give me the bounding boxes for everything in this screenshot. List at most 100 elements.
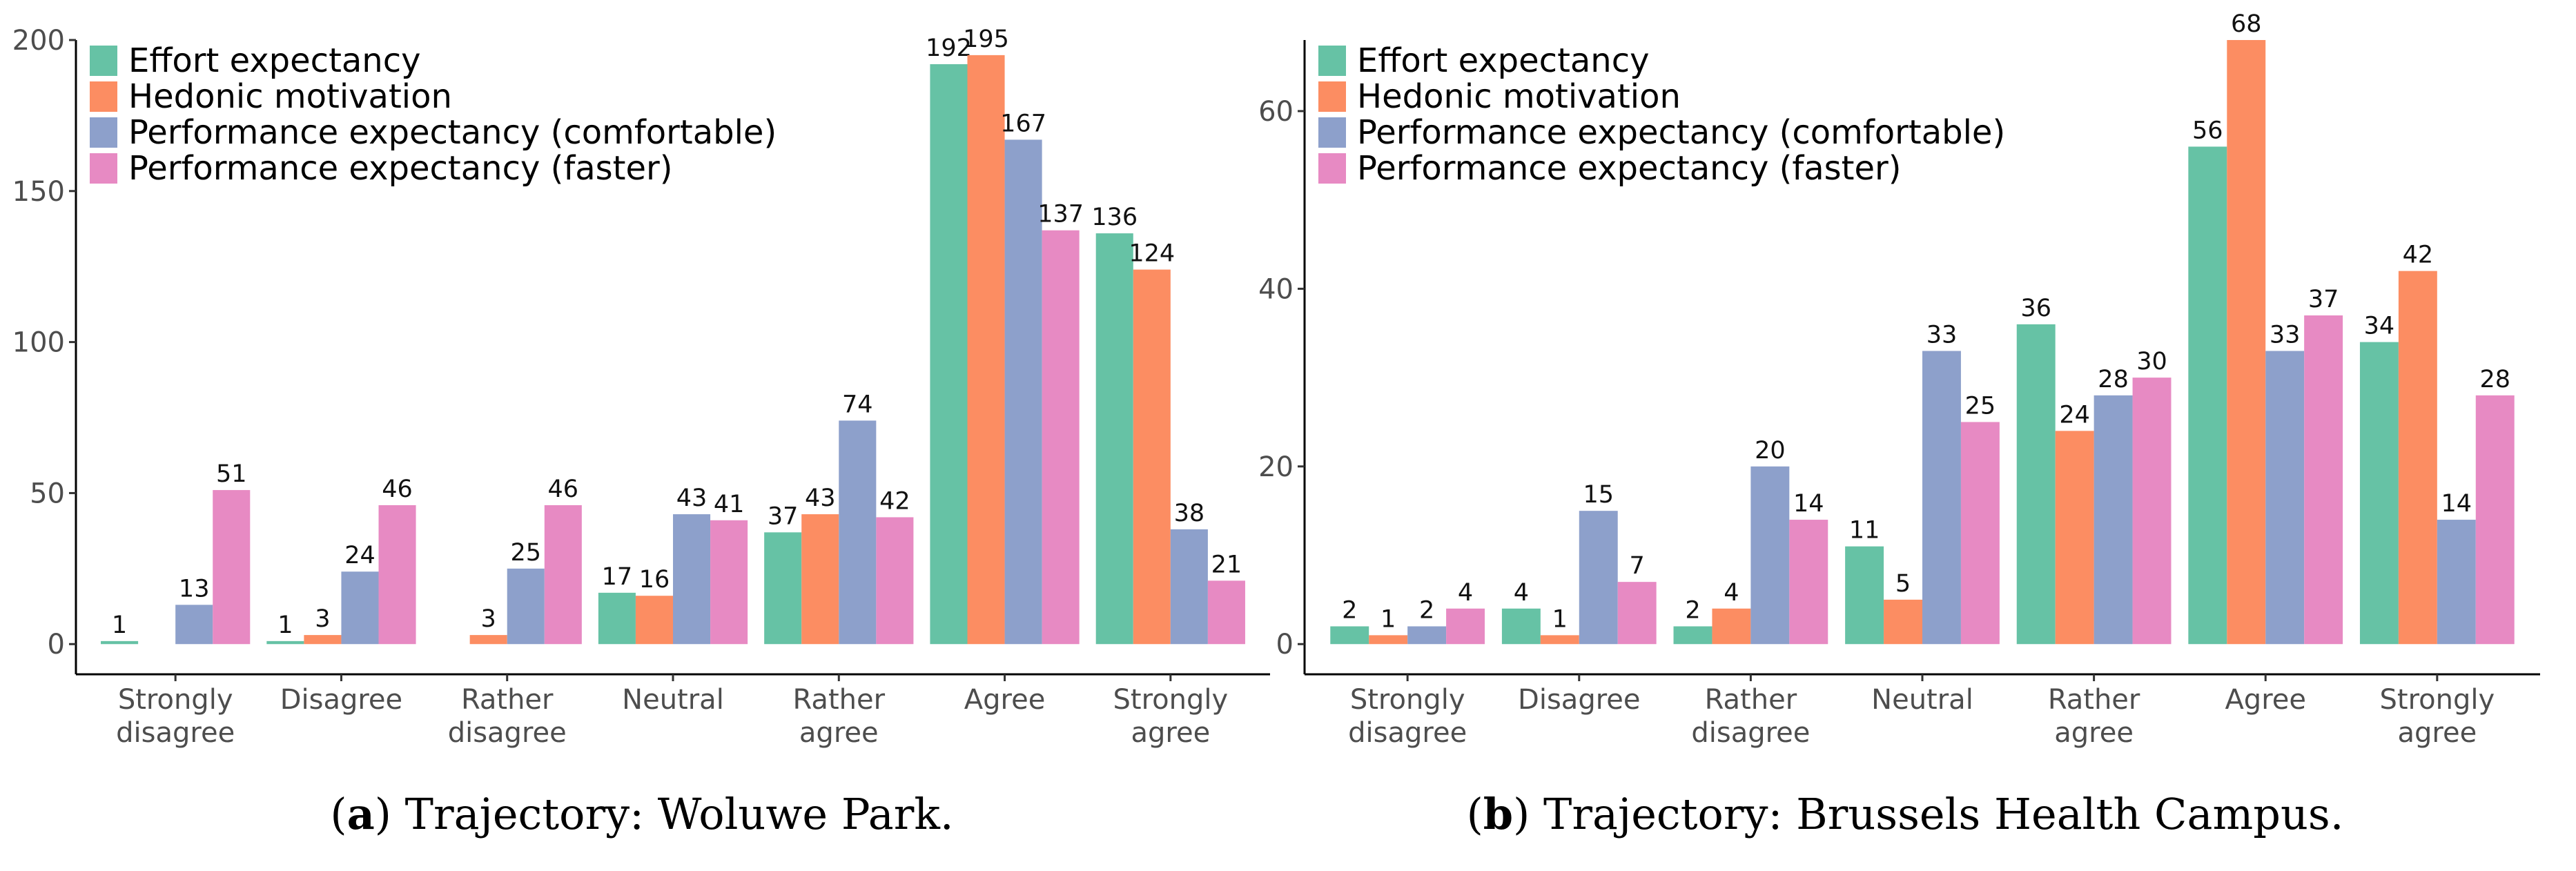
legend-label: Effort expectancy [128, 41, 421, 80]
data-label: 74 [842, 391, 873, 418]
data-label: 46 [382, 476, 413, 503]
data-label: 25 [510, 539, 541, 567]
bar [967, 55, 1005, 645]
bar [507, 568, 545, 645]
legend-label: Effort expectancy [1357, 41, 1650, 80]
data-label: 2 [1419, 596, 1434, 624]
bar [2094, 395, 2133, 645]
caption-a: (a) Trajectory: Woluwe Park. [330, 789, 954, 839]
data-label: 1 [277, 611, 293, 639]
data-label: 11 [1849, 517, 1880, 545]
bar [801, 514, 839, 645]
y-tick-label: 0 [48, 629, 65, 660]
category-label: Strongly disagree [1348, 684, 1467, 749]
data-label: 42 [2403, 242, 2434, 269]
bar [2475, 395, 2515, 645]
data-label: 13 [179, 575, 210, 603]
bar [673, 514, 711, 645]
data-label: 124 [1129, 240, 1175, 268]
y-tick-label: 60 [1258, 96, 1294, 128]
data-label: 3 [481, 605, 496, 633]
legend-swatch [1318, 117, 1346, 148]
bar [1884, 599, 1922, 645]
bar [2227, 40, 2266, 645]
data-label: 56 [2192, 117, 2223, 144]
y-tick-label: 20 [1258, 451, 1294, 483]
category-label: Rather agree [2048, 684, 2140, 749]
bar [1004, 139, 1042, 645]
legend-label: Performance expectancy (faster) [1357, 149, 1901, 188]
data-label: 28 [2098, 366, 2129, 393]
bar [1501, 608, 1541, 645]
data-label: 68 [2231, 10, 2262, 38]
legend-label: Performance expectancy (comfortable) [128, 113, 777, 152]
bar [1540, 635, 1579, 645]
category-label: Agree [964, 684, 1046, 716]
bar [635, 596, 673, 645]
y-tick-label: 50 [30, 478, 65, 509]
category-label: Strongly agree [2380, 684, 2495, 749]
data-label: 30 [2136, 348, 2167, 375]
bar [378, 505, 416, 645]
bar [1170, 529, 1208, 645]
bar [1673, 626, 1713, 645]
bar [2265, 351, 2305, 645]
bar [1446, 608, 1485, 645]
caption-b-text: Trajectory: Brussels Health Campus. [1543, 789, 2344, 839]
bar [598, 592, 636, 645]
data-label: 24 [344, 542, 375, 569]
data-label: 41 [714, 491, 745, 518]
bar [266, 640, 304, 645]
data-label: 136 [1091, 204, 1138, 231]
data-label: 15 [1583, 481, 1614, 509]
bar [1207, 580, 1245, 645]
data-label: 192 [926, 35, 972, 62]
data-label: 1 [1380, 605, 1396, 633]
category-label: Neutral [622, 684, 724, 716]
data-label: 21 [1211, 551, 1242, 578]
bar [304, 635, 342, 645]
bar [1133, 269, 1171, 645]
bar [710, 520, 748, 645]
data-label: 4 [1458, 579, 1473, 607]
caption-b: (b) Trajectory: Brussels Health Campus. [1466, 789, 2344, 839]
bar [1750, 466, 1790, 645]
bar [1789, 520, 1828, 645]
category-label: Strongly disagree [116, 684, 235, 749]
data-label: 33 [1926, 321, 1958, 349]
bar [930, 64, 968, 645]
data-label: 2 [1685, 596, 1700, 624]
y-tick-label: 40 [1258, 273, 1294, 305]
bar [544, 505, 582, 645]
bar [839, 420, 877, 645]
bar [2016, 324, 2056, 645]
legend-label: Hedonic motivation [1357, 77, 1681, 116]
chart-woluwe-park: 0 50 100 150 200 1 1 17 37 192 136 3 3 16 43 195 124 13 24… [12, 25, 1270, 749]
bar [1617, 582, 1657, 645]
caption-b-letter: b [1483, 789, 1514, 839]
bar [2437, 520, 2476, 645]
data-label: 36 [2020, 295, 2051, 322]
bar [1095, 233, 1133, 645]
data-label: 4 [1514, 579, 1529, 607]
bar [2132, 378, 2172, 645]
bar [1369, 635, 1408, 645]
bar [469, 635, 507, 645]
y-tick-label: 150 [12, 176, 65, 208]
legend-swatch [1318, 153, 1346, 184]
category-label: Rather disagree [448, 684, 567, 749]
data-label: 37 [768, 502, 799, 530]
bar [764, 532, 802, 645]
category-label: Neutral [1871, 684, 1973, 716]
bar [341, 571, 379, 645]
category-label: Disagree [280, 684, 402, 716]
data-label: 25 [1965, 392, 1996, 420]
category-label: Agree [2225, 684, 2306, 716]
bar [1960, 422, 2000, 645]
bar [1922, 351, 1961, 645]
category-label: Rather disagree [1691, 684, 1810, 749]
data-label: 5 [1895, 570, 1911, 598]
data-label: 7 [1630, 552, 1645, 580]
